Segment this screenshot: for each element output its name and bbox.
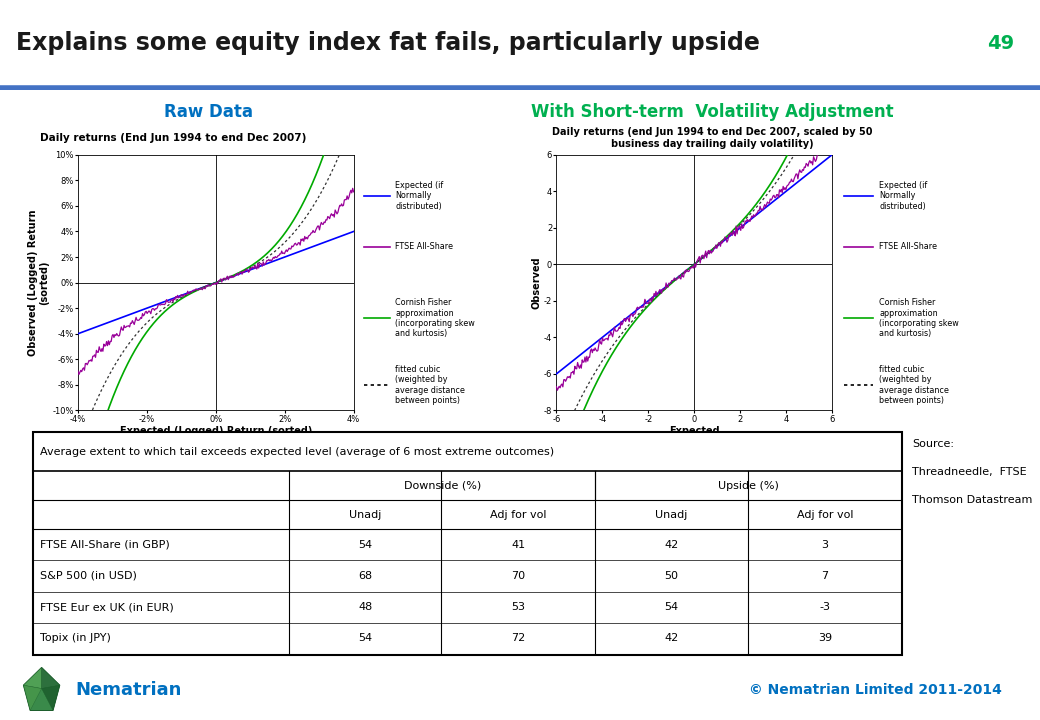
- Text: 39: 39: [817, 634, 832, 644]
- Text: 54: 54: [665, 602, 679, 612]
- Text: 53: 53: [512, 602, 525, 612]
- Text: fitted cubic
(weighted by
average distance
between points): fitted cubic (weighted by average distan…: [395, 365, 465, 405]
- Text: Adj for vol: Adj for vol: [490, 510, 547, 520]
- Text: Explains some equity index fat fails, particularly upside: Explains some equity index fat fails, pa…: [16, 31, 759, 55]
- Text: Unadj: Unadj: [349, 510, 382, 520]
- Text: Raw Data: Raw Data: [163, 102, 253, 120]
- Text: Unadj: Unadj: [655, 510, 687, 520]
- Text: 70: 70: [512, 571, 525, 581]
- Text: Topix (in JPY): Topix (in JPY): [41, 634, 111, 644]
- Text: 68: 68: [359, 571, 372, 581]
- Text: 50: 50: [665, 571, 678, 581]
- Text: Source:

Threadneedle,  FTSE

Thomson Datastream: Source: Threadneedle, FTSE Thomson Datas…: [912, 439, 1033, 505]
- Text: Adj for vol: Adj for vol: [797, 510, 853, 520]
- Text: 41: 41: [512, 540, 525, 549]
- Y-axis label: Observed (Logged) Return
(sorted): Observed (Logged) Return (sorted): [28, 210, 50, 356]
- Polygon shape: [23, 667, 42, 688]
- Text: Upside (%): Upside (%): [718, 480, 779, 490]
- Polygon shape: [23, 667, 60, 711]
- Text: 54: 54: [359, 540, 372, 549]
- Text: Expected (if
Normally
distributed): Expected (if Normally distributed): [395, 181, 443, 210]
- Text: Daily returns (end Jun 1994 to end Dec 2007, scaled by 50
business day trailing : Daily returns (end Jun 1994 to end Dec 2…: [552, 127, 873, 149]
- X-axis label: Expected: Expected: [669, 426, 720, 436]
- Text: 54: 54: [359, 634, 372, 644]
- Text: © Nematrian Limited 2011-2014: © Nematrian Limited 2011-2014: [749, 683, 1002, 697]
- Text: FTSE All-Share (in GBP): FTSE All-Share (in GBP): [41, 540, 170, 549]
- Text: 42: 42: [665, 540, 679, 549]
- Text: Downside (%): Downside (%): [404, 480, 480, 490]
- Polygon shape: [23, 685, 42, 711]
- Text: FTSE All-Share: FTSE All-Share: [879, 243, 937, 251]
- Text: FTSE Eur ex UK (in EUR): FTSE Eur ex UK (in EUR): [41, 602, 174, 612]
- X-axis label: Expected (Logged) Return (sorted): Expected (Logged) Return (sorted): [120, 426, 312, 436]
- Text: -3: -3: [820, 602, 830, 612]
- Text: S&P 500 (in USD): S&P 500 (in USD): [41, 571, 137, 581]
- Text: Expected (if
Normally
distributed): Expected (if Normally distributed): [879, 181, 928, 210]
- Text: FTSE All-Share: FTSE All-Share: [395, 243, 453, 251]
- Text: fitted cubic
(weighted by
average distance
between points): fitted cubic (weighted by average distan…: [879, 365, 948, 405]
- Text: 7: 7: [822, 571, 829, 581]
- Text: Nematrian: Nematrian: [75, 681, 181, 698]
- Text: 49: 49: [987, 34, 1014, 53]
- Polygon shape: [42, 685, 60, 711]
- Polygon shape: [42, 667, 60, 688]
- Text: Daily returns (End Jun 1994 to end Dec 2007): Daily returns (End Jun 1994 to end Dec 2…: [40, 133, 306, 143]
- Y-axis label: Observed: Observed: [531, 256, 541, 309]
- Text: 48: 48: [359, 602, 372, 612]
- Text: With Short-term  Volatility Adjustment: With Short-term Volatility Adjustment: [531, 102, 893, 120]
- Text: Average extent to which tail exceeds expected level (average of 6 most extreme o: Average extent to which tail exceeds exp…: [41, 446, 554, 456]
- Text: 3: 3: [822, 540, 828, 549]
- Text: 72: 72: [511, 634, 525, 644]
- Text: Cornish Fisher
approximation
(incorporating skew
and kurtosis): Cornish Fisher approximation (incorporat…: [879, 298, 959, 338]
- Text: 42: 42: [665, 634, 679, 644]
- Text: Cornish Fisher
approximation
(incorporating skew
and kurtosis): Cornish Fisher approximation (incorporat…: [395, 298, 475, 338]
